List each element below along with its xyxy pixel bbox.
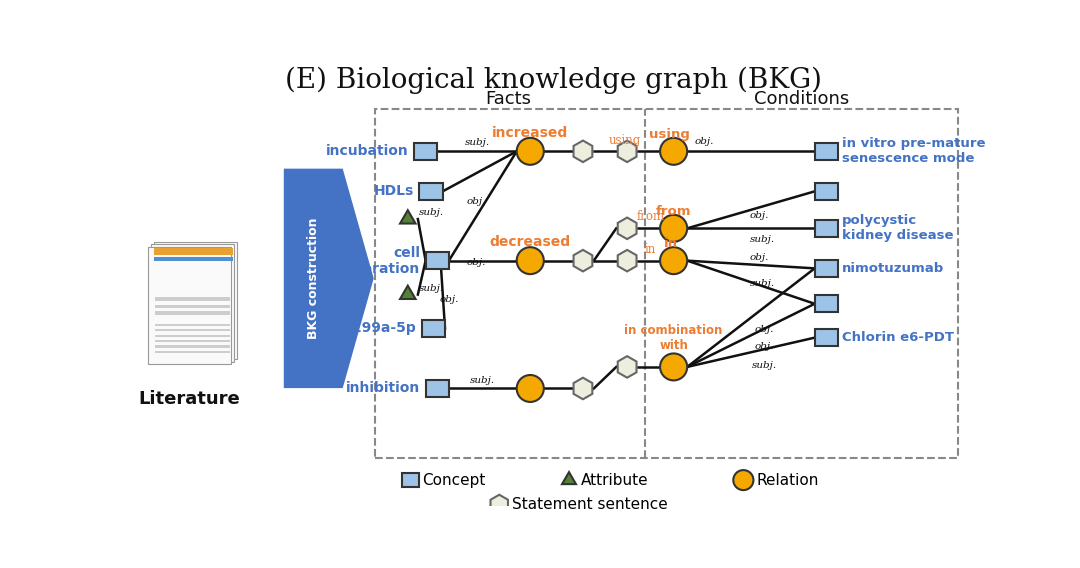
FancyBboxPatch shape [156, 345, 230, 348]
Text: subj.: subj. [752, 361, 777, 370]
FancyBboxPatch shape [148, 247, 231, 364]
Circle shape [660, 247, 687, 274]
Text: subj.: subj. [418, 208, 444, 218]
Polygon shape [618, 140, 636, 162]
Text: from: from [636, 210, 664, 223]
Text: Concept: Concept [422, 473, 486, 487]
Text: polycystic
kidney disease: polycystic kidney disease [841, 214, 954, 243]
Text: obj.: obj. [750, 253, 769, 262]
Text: cell
proliferation: cell proliferation [322, 245, 420, 275]
Text: using: using [648, 128, 689, 141]
Text: MiR-199a-5p: MiR-199a-5p [318, 321, 416, 336]
Text: obj.: obj. [694, 137, 714, 146]
Text: Facts: Facts [486, 90, 531, 108]
Polygon shape [400, 286, 416, 299]
FancyBboxPatch shape [814, 220, 838, 237]
FancyBboxPatch shape [814, 143, 838, 160]
FancyBboxPatch shape [419, 183, 443, 200]
FancyBboxPatch shape [402, 473, 419, 487]
Polygon shape [573, 250, 592, 272]
Text: subj.: subj. [464, 139, 489, 147]
FancyBboxPatch shape [156, 297, 230, 302]
FancyBboxPatch shape [414, 143, 437, 160]
Text: Chlorin e6-PDT: Chlorin e6-PDT [841, 331, 954, 344]
Circle shape [516, 375, 544, 402]
Circle shape [660, 353, 687, 381]
FancyBboxPatch shape [156, 324, 230, 326]
Text: subj.: subj. [470, 375, 496, 385]
FancyBboxPatch shape [156, 340, 230, 343]
Text: HDLs: HDLs [374, 185, 414, 198]
FancyBboxPatch shape [156, 329, 230, 332]
Polygon shape [618, 218, 636, 239]
Polygon shape [562, 472, 576, 484]
Text: BKG construction: BKG construction [307, 218, 320, 339]
Text: increased: increased [492, 126, 568, 140]
Polygon shape [400, 210, 416, 224]
FancyBboxPatch shape [156, 351, 230, 353]
Text: in combination
with: in combination with [624, 324, 723, 352]
FancyBboxPatch shape [156, 306, 230, 308]
Text: in: in [663, 237, 677, 250]
Text: subj.: subj. [418, 284, 444, 293]
Circle shape [516, 138, 544, 165]
Text: in: in [645, 243, 656, 256]
Text: from: from [656, 205, 691, 218]
Circle shape [733, 470, 754, 490]
FancyBboxPatch shape [154, 242, 238, 359]
Text: Conditions: Conditions [754, 90, 849, 108]
Text: subj.: subj. [751, 235, 775, 244]
Text: subj.: subj. [751, 279, 775, 288]
FancyBboxPatch shape [814, 329, 838, 346]
FancyBboxPatch shape [154, 248, 232, 255]
FancyBboxPatch shape [154, 257, 232, 261]
FancyBboxPatch shape [426, 252, 449, 269]
Polygon shape [284, 169, 374, 388]
Circle shape [660, 138, 687, 165]
Text: obj.: obj. [755, 343, 774, 352]
Polygon shape [573, 378, 592, 399]
Polygon shape [618, 356, 636, 378]
FancyBboxPatch shape [814, 260, 838, 277]
Text: (E) Biological knowledge graph (BKG): (E) Biological knowledge graph (BKG) [285, 67, 822, 94]
FancyBboxPatch shape [426, 380, 449, 397]
Polygon shape [490, 495, 508, 515]
Text: Relation: Relation [757, 473, 819, 487]
Polygon shape [573, 140, 592, 162]
Polygon shape [618, 250, 636, 272]
Circle shape [516, 247, 544, 274]
FancyBboxPatch shape [156, 335, 230, 337]
Text: Attribute: Attribute [581, 473, 648, 487]
FancyBboxPatch shape [422, 320, 445, 337]
Text: obj.: obj. [750, 211, 769, 220]
FancyBboxPatch shape [151, 244, 234, 361]
Text: Statement sentence: Statement sentence [512, 497, 669, 512]
FancyBboxPatch shape [814, 295, 838, 312]
Text: Literature: Literature [138, 390, 240, 408]
Text: in vitro pre-mature
senescence mode: in vitro pre-mature senescence mode [841, 137, 985, 165]
FancyBboxPatch shape [814, 183, 838, 200]
Text: inhibition: inhibition [346, 382, 420, 395]
FancyBboxPatch shape [156, 311, 230, 315]
Circle shape [660, 215, 687, 242]
Text: obj.: obj. [467, 197, 486, 206]
Text: obj.: obj. [440, 295, 459, 304]
Text: decreased: decreased [489, 235, 571, 249]
Text: using: using [608, 134, 640, 147]
Text: obj.: obj. [755, 325, 774, 335]
Text: obj.: obj. [467, 258, 486, 267]
Text: incubation: incubation [326, 144, 408, 158]
Text: nimotuzumab: nimotuzumab [841, 262, 944, 275]
